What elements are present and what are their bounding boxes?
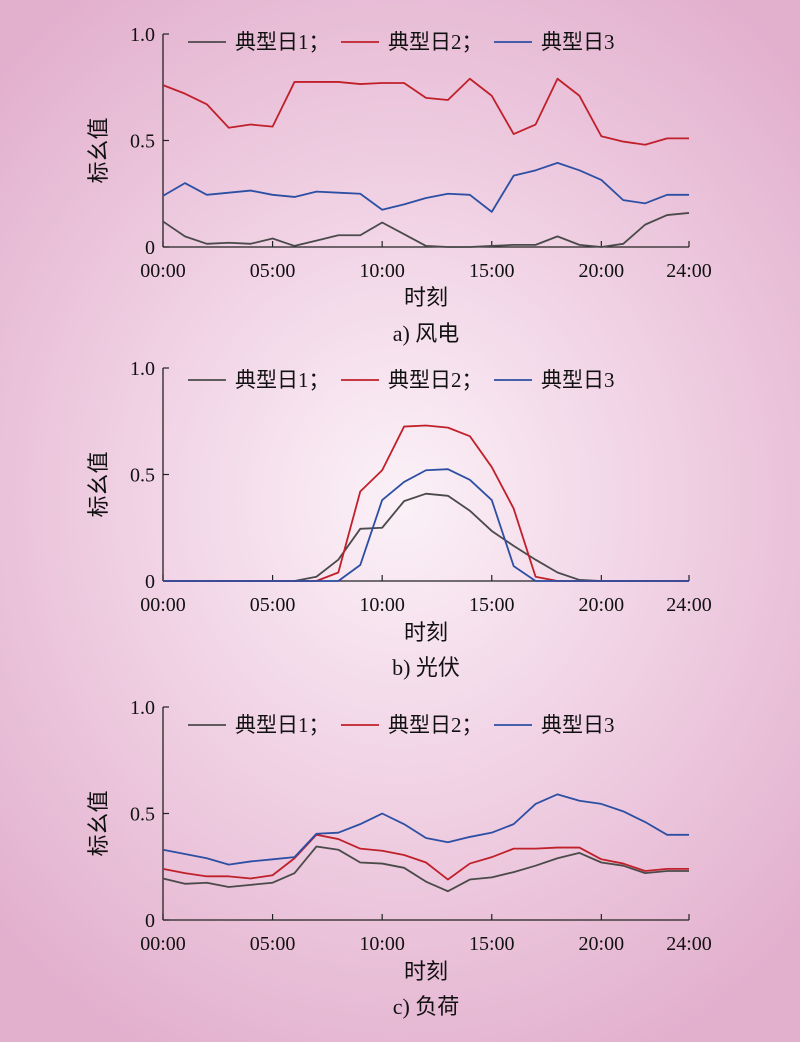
x-tick-label: 24:00 [666,260,712,282]
x-tick-label: 20:00 [579,933,625,955]
x-tick-label: 10:00 [359,594,405,616]
x-tick-label: 00:00 [140,260,186,282]
x-tick-label: 20:00 [579,260,625,282]
y-tick-label: 1.0 [130,358,155,380]
series-line-3 [162,793,689,866]
legend-label-2: 典型日2； [388,368,483,392]
y-axis-title: 标幺值 [86,451,111,517]
x-tick-label: 24:00 [666,933,712,955]
y-axis-title: 标幺值 [86,790,111,856]
legend-label-1: 典型日1； [235,30,330,54]
x-tick-label: 05:00 [250,594,296,616]
series-line-2 [163,424,689,582]
legend-label-3: 典型日3 [541,713,615,737]
legend-label-1: 典型日1； [235,713,330,737]
x-axis-title: 时刻 [404,620,448,645]
chart-caption: a) 风电 [393,321,460,346]
y-tick-label: 1.0 [130,697,155,719]
x-tick-label: 15:00 [469,594,515,616]
x-tick-label: 20:00 [579,594,625,616]
series-line-2 [162,833,689,881]
series-line-1 [162,845,689,893]
x-axis-title: 时刻 [404,959,448,984]
x-tick-label: 05:00 [250,933,296,955]
series-line-3 [162,161,689,213]
legend-label-2: 典型日2； [388,713,483,737]
series-line-2 [162,77,689,146]
y-tick-label: 0.5 [130,465,155,487]
series-line-3 [163,468,689,582]
x-tick-label: 15:00 [469,933,515,955]
x-tick-label: 10:00 [359,933,405,955]
x-tick-label: 10:00 [359,260,405,282]
legend-label-3: 典型日3 [541,368,615,392]
chart-caption: c) 负荷 [393,994,460,1019]
y-tick-label: 0.5 [130,131,155,153]
legend-label-2: 典型日2； [388,30,483,54]
y-tick-label: 0 [145,571,155,593]
x-tick-label: 00:00 [140,594,186,616]
series-line-1 [162,212,690,248]
series-line-1 [163,492,689,582]
chart-panel-2: 0 0.5 1.0 00:00 05:00 10:00 15:00 20:00 24:00 时刻 标… [86,358,712,680]
y-tick-label: 0 [145,237,155,259]
legend-label-3: 典型日3 [541,30,615,54]
chart-panel-3: 0 0.5 1.0 00:00 05:00 10:00 15:00 20:00 24:00 时刻 标… [86,697,712,1019]
x-tick-label: 24:00 [666,594,712,616]
x-tick-label: 05:00 [250,260,296,282]
y-axis-title: 标幺值 [86,117,111,183]
y-tick-label: 0 [145,910,155,932]
chart-caption: b) 光伏 [392,655,460,680]
chart-panel-1: 0 0.5 1.0 00:00 05:00 10:00 15:00 20:00 24:00 时刻 标… [86,24,712,346]
y-tick-label: 1.0 [130,24,155,46]
x-axis-title: 时刻 [404,285,448,310]
legend-label-1: 典型日1； [235,368,330,392]
y-tick-label: 0.5 [130,804,155,826]
x-tick-label: 15:00 [469,260,515,282]
x-tick-label: 00:00 [140,933,186,955]
